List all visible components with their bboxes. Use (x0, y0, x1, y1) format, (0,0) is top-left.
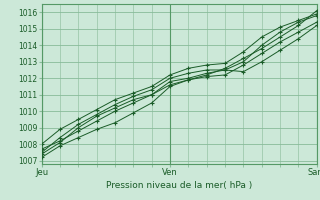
X-axis label: Pression niveau de la mer( hPa ): Pression niveau de la mer( hPa ) (106, 181, 252, 190)
